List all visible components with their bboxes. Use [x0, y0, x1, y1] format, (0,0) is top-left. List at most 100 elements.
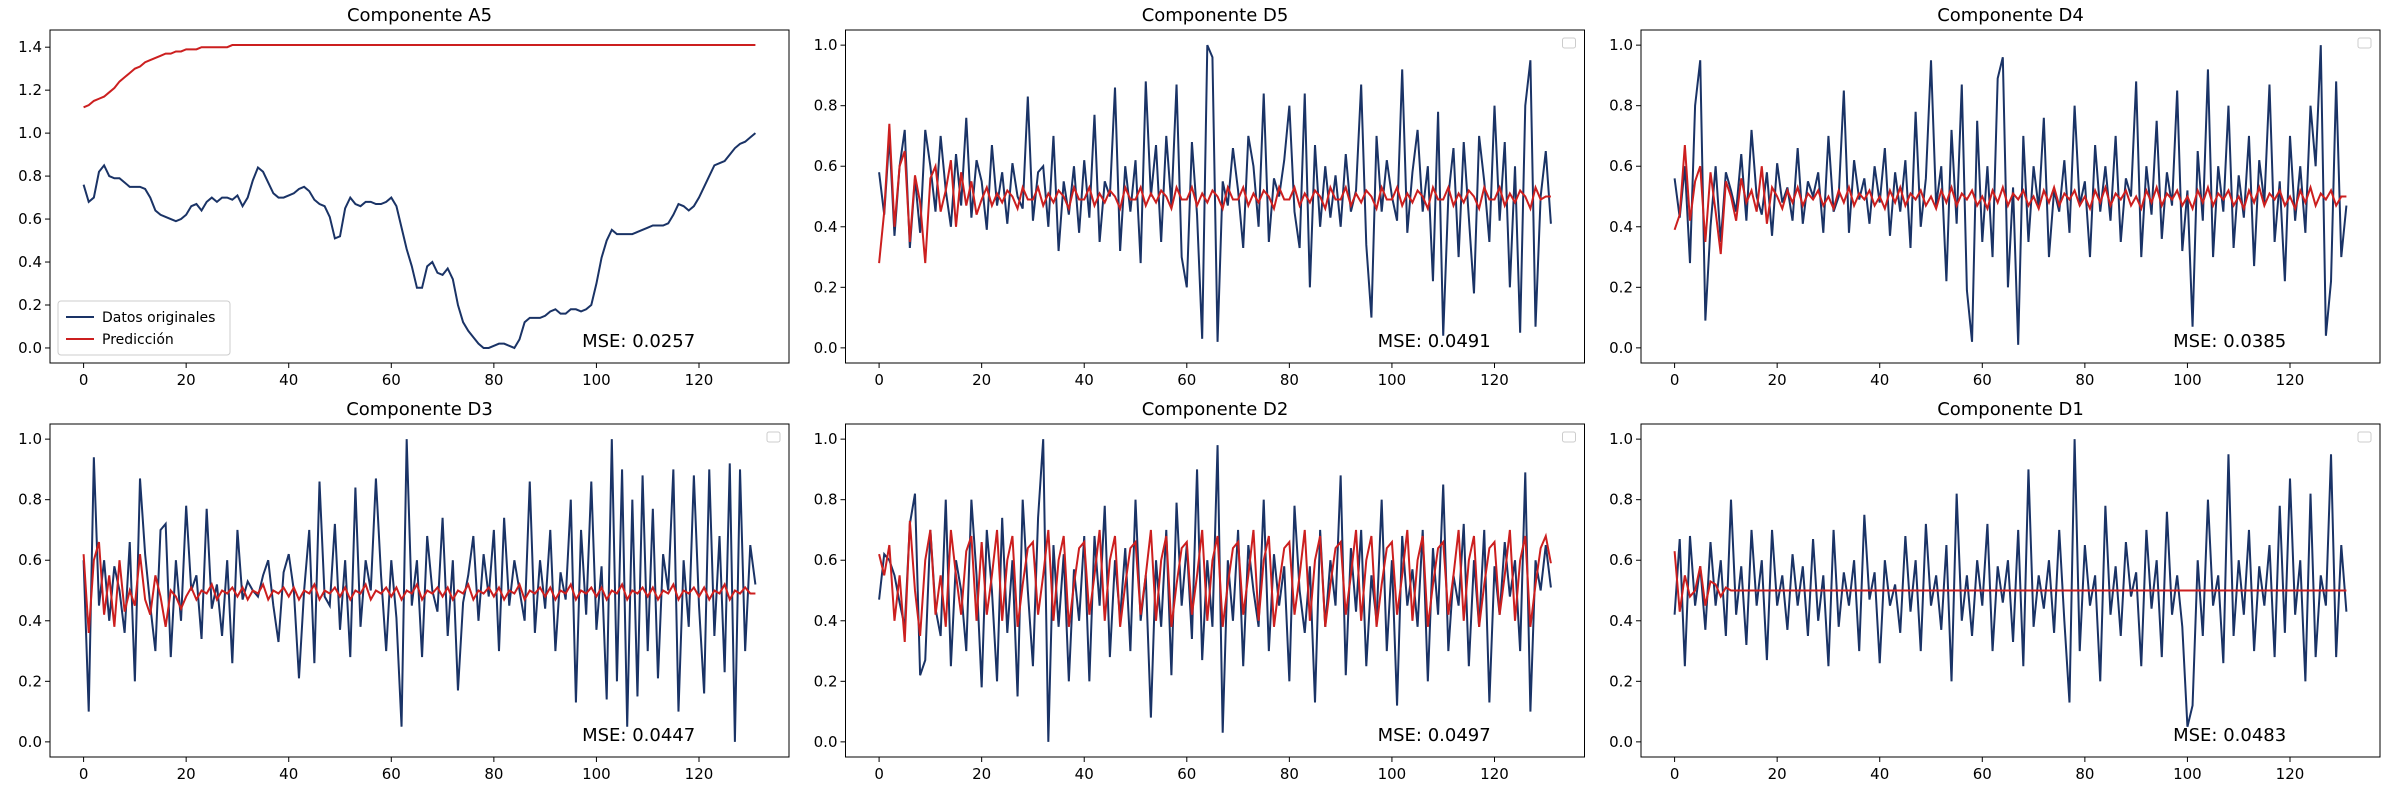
x-tick-label: 80 [484, 371, 503, 389]
x-tick-label: 40 [1075, 371, 1094, 389]
x-tick-label: 120 [2276, 371, 2305, 389]
y-tick-label: 0.0 [18, 733, 42, 751]
series-line [878, 44, 1552, 342]
x-tick-label: 120 [1480, 371, 1509, 389]
x-tick-label: 20 [1768, 371, 1787, 389]
subplot-title: Componente D4 [1937, 5, 2084, 26]
y-tick-label: 0.4 [1609, 218, 1633, 236]
x-tick-label: 100 [1378, 765, 1407, 783]
x-tick-label: 60 [1973, 371, 1992, 389]
y-tick-label: 0.4 [1609, 612, 1633, 630]
x-tick-label: 0 [874, 371, 884, 389]
y-tick-label: 0.4 [18, 612, 42, 630]
legend-label: Datos originales [102, 310, 215, 326]
x-tick-label: 60 [382, 765, 401, 783]
series-line [878, 520, 1552, 643]
y-tick-label: 0.8 [18, 491, 42, 509]
y-tick-label: 0.8 [1609, 97, 1633, 115]
annotation: MSE: 0.0497 [1378, 725, 1491, 746]
x-tick-label: 40 [1870, 371, 1889, 389]
x-tick-label: 120 [685, 765, 714, 783]
x-tick-label: 20 [177, 371, 196, 389]
y-tick-label: 1.0 [814, 430, 838, 448]
x-tick-label: 40 [279, 371, 298, 389]
legend-box [766, 431, 781, 443]
x-tick-label: 80 [2075, 765, 2094, 783]
y-tick-label: 0.0 [814, 339, 838, 357]
y-tick-label: 0.0 [1609, 339, 1633, 357]
axes-frame [845, 423, 1585, 758]
y-tick-label: 0.2 [18, 296, 42, 314]
y-tick-label: 0.4 [814, 612, 838, 630]
y-tick-label: 0.0 [18, 339, 42, 357]
x-tick-label: 80 [1280, 765, 1299, 783]
axes-frame [1640, 423, 2381, 758]
y-tick-label: 1.0 [1609, 430, 1633, 448]
y-tick-label: 0.4 [814, 218, 838, 236]
subplot-title: Componente D5 [1142, 5, 1289, 26]
x-tick-label: 20 [177, 765, 196, 783]
y-tick-label: 0.8 [814, 491, 838, 509]
y-tick-label: 1.2 [18, 81, 42, 99]
series-line [83, 44, 756, 109]
y-tick-label: 0.6 [18, 551, 42, 569]
series-line [878, 123, 1551, 264]
y-tick-label: 0.6 [814, 551, 838, 569]
y-tick-label: 0.4 [18, 253, 42, 271]
y-tick-label: 0.6 [18, 210, 42, 228]
y-tick-label: 1.0 [18, 430, 42, 448]
axes-frame [845, 29, 1585, 364]
x-tick-label: 120 [1480, 765, 1509, 783]
legend-box [1562, 37, 1576, 49]
series-line [82, 439, 757, 742]
x-tick-label: 20 [972, 765, 991, 783]
x-tick-label: 60 [1973, 765, 1992, 783]
y-tick-label: 0.2 [814, 672, 838, 690]
x-tick-label: 120 [685, 371, 714, 389]
x-tick-label: 40 [279, 765, 298, 783]
series-line [82, 541, 756, 633]
x-tick-label: 0 [1670, 371, 1680, 389]
x-tick-label: 80 [1280, 371, 1299, 389]
y-tick-label: 0.0 [814, 733, 838, 751]
x-tick-label: 0 [874, 765, 884, 783]
axes-frame [49, 29, 790, 364]
annotation: MSE: 0.0257 [582, 331, 695, 352]
x-tick-label: 0 [1670, 765, 1680, 783]
y-tick-label: 0.8 [1609, 491, 1633, 509]
x-tick-label: 100 [582, 371, 611, 389]
axes-frame [1640, 29, 2381, 364]
y-tick-label: 1.0 [1609, 36, 1633, 54]
x-tick-label: 120 [2276, 765, 2305, 783]
y-tick-label: 0.0 [1609, 733, 1633, 751]
annotation: MSE: 0.0447 [582, 725, 695, 746]
y-tick-label: 0.8 [18, 167, 42, 185]
legend-box [2357, 431, 2372, 443]
y-tick-label: 1.0 [814, 36, 838, 54]
x-tick-label: 40 [1870, 765, 1889, 783]
y-tick-label: 0.8 [814, 97, 838, 115]
series-line [878, 439, 1552, 742]
x-tick-label: 60 [1177, 371, 1196, 389]
y-tick-label: 0.2 [1609, 672, 1633, 690]
y-tick-label: 0.2 [814, 278, 838, 296]
x-tick-label: 20 [972, 371, 991, 389]
series-line [1673, 144, 2347, 255]
x-tick-label: 100 [1378, 371, 1407, 389]
y-tick-label: 0.6 [1609, 551, 1633, 569]
axes-frame [49, 423, 790, 758]
x-tick-label: 60 [382, 371, 401, 389]
x-tick-label: 100 [2173, 765, 2202, 783]
x-tick-label: 40 [1075, 765, 1094, 783]
subplot-title: Componente D1 [1937, 399, 2084, 420]
x-tick-label: 100 [2173, 371, 2202, 389]
x-tick-label: 20 [1768, 765, 1787, 783]
annotation: MSE: 0.0491 [1378, 331, 1491, 352]
series-line [82, 132, 757, 350]
x-tick-label: 80 [2075, 371, 2094, 389]
subplot-title: Componente D3 [346, 399, 493, 420]
x-tick-label: 60 [1177, 765, 1196, 783]
x-tick-label: 0 [79, 371, 89, 389]
y-tick-label: 1.0 [18, 124, 42, 142]
